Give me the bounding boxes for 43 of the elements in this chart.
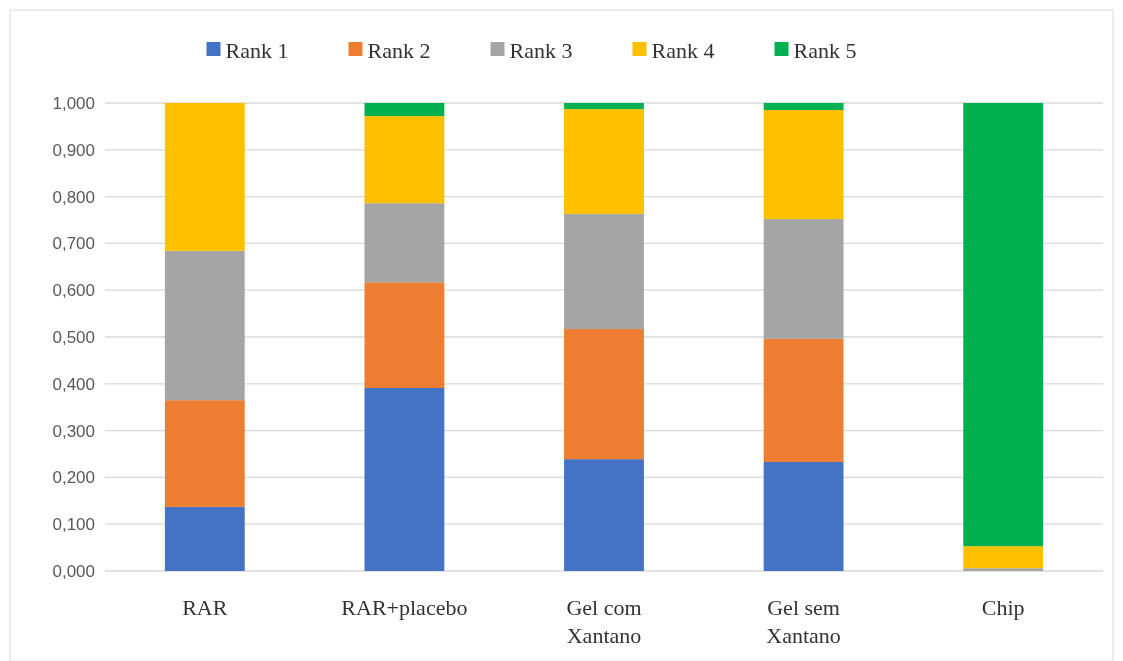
bar <box>763 219 844 339</box>
bar <box>364 282 445 389</box>
bar <box>963 546 1044 569</box>
bar <box>564 459 644 571</box>
bar <box>763 338 844 462</box>
bar <box>763 103 844 111</box>
bar <box>364 116 445 204</box>
y-tick-label: 0,600 <box>52 281 95 301</box>
bar <box>763 110 844 220</box>
bar <box>564 329 644 460</box>
bar <box>164 400 245 507</box>
x-tick-label: Gel com Xantano <box>566 595 642 648</box>
bar <box>963 568 1044 571</box>
legend-label: Rank 2 <box>367 37 431 63</box>
bar <box>763 461 844 571</box>
y-tick-label: 0,500 <box>52 327 95 347</box>
x-tick-label: Gel sem Xantano <box>766 595 841 648</box>
y-tick-label: 0,300 <box>52 421 95 441</box>
bar <box>364 203 445 283</box>
legend-label: Rank 5 <box>793 37 857 63</box>
y-tick-label: 0,000 <box>52 561 95 581</box>
x-tick-label: RAR+placebo <box>341 595 468 620</box>
bar <box>364 103 445 117</box>
y-tick-label: 0,900 <box>52 140 95 160</box>
y-tick-label: 0,700 <box>52 234 95 254</box>
bar <box>564 103 644 110</box>
bar <box>164 506 245 571</box>
y-tick-label: 0,400 <box>52 374 95 394</box>
legend-label: Rank 1 <box>225 37 289 63</box>
y-tick-label: 0,800 <box>52 187 95 207</box>
legend-label: Rank 4 <box>651 37 715 63</box>
x-tick-label: RAR <box>182 595 228 620</box>
x-tick-label: Chip <box>981 595 1025 620</box>
bar <box>364 388 445 571</box>
y-tick-label: 0,200 <box>52 468 95 488</box>
bar <box>963 103 1044 547</box>
bar <box>564 109 644 214</box>
bar <box>564 213 644 330</box>
y-tick-label: 0,100 <box>52 515 95 535</box>
y-tick-label: 1,000 <box>52 93 95 113</box>
bar <box>164 103 245 251</box>
legend-label: Rank 3 <box>509 37 573 63</box>
bar <box>164 250 245 401</box>
